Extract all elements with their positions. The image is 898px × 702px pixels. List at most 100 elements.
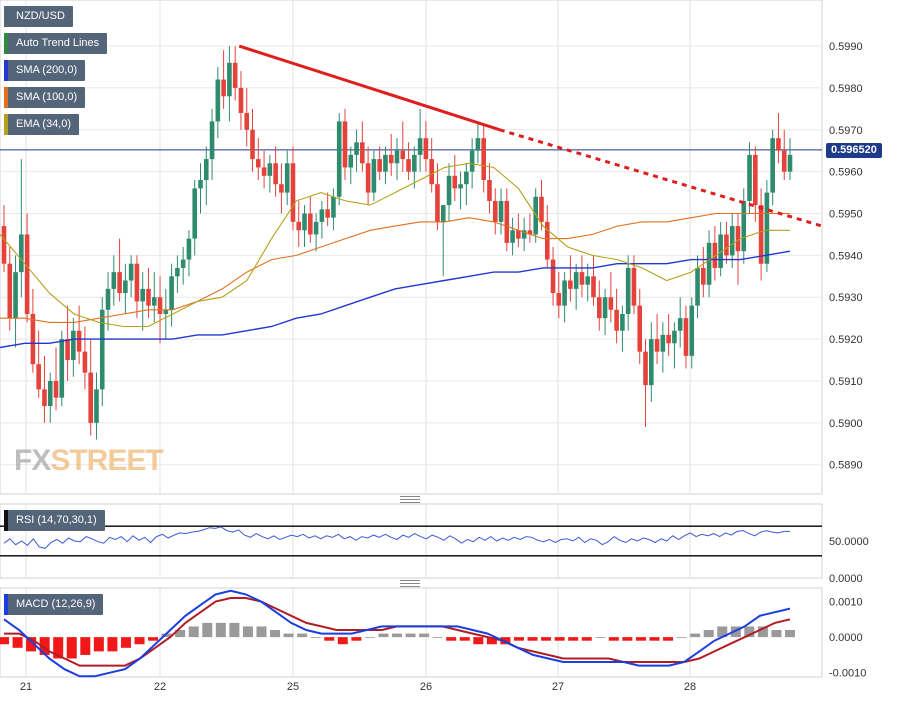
candle [747, 142, 752, 214]
legend-sma100-swatch [4, 87, 8, 108]
candle-body [660, 334, 666, 352]
candle [19, 159, 24, 298]
watermark-street: STREET [50, 444, 163, 477]
candle-body [296, 221, 302, 231]
candle-body [579, 272, 585, 285]
candle [47, 372, 53, 423]
legend-symbol[interactable]: NZD/USD [4, 6, 73, 27]
candle-body [348, 154, 354, 168]
legend-macd-label: MACD (12,26,9) [16, 598, 96, 610]
candle [660, 322, 666, 373]
macd-histogram-bar [39, 637, 50, 655]
macd-histogram-bar [608, 637, 619, 641]
panel-frame-1 [0, 503, 823, 579]
macd-histogram-bar [337, 637, 348, 645]
candle [360, 121, 365, 172]
legend-sma200[interactable]: SMA (200,0) [4, 60, 86, 81]
candle-body [163, 309, 169, 314]
candle [452, 154, 458, 201]
macd-histogram-bar [0, 637, 9, 645]
legend-ema34[interactable]: EMA (34,0) [4, 114, 80, 135]
candle [435, 163, 440, 231]
candle-body [701, 267, 706, 285]
candle-body [729, 226, 735, 256]
macd-histogram-bar [635, 637, 646, 641]
candle-body [602, 297, 608, 319]
candle-body [24, 234, 30, 314]
legend-rsi-label: RSI (14,70,30,1) [16, 514, 97, 526]
candle-body [689, 305, 695, 356]
x-tick-label: 28 [684, 681, 696, 693]
macd-histogram-bar [486, 637, 497, 645]
sma100-line [0, 212, 790, 323]
candle [573, 263, 579, 310]
macd-histogram-bar [161, 633, 172, 638]
candle [388, 133, 394, 176]
candle-body [255, 159, 261, 168]
candle-body [770, 138, 775, 193]
candle-body [498, 200, 504, 222]
price-tick-label: 0.5970 [829, 125, 863, 137]
panel-grip-1 [400, 583, 420, 584]
candle [787, 138, 793, 181]
candle [53, 347, 59, 411]
x-tick-label: 21 [20, 681, 32, 693]
candle-body [134, 263, 140, 302]
macd-histogram-bar [717, 626, 728, 638]
price-tick-label: 0.5950 [829, 209, 863, 221]
macd-histogram-bar [690, 633, 701, 638]
candle [568, 255, 573, 302]
macd-histogram-bar [242, 626, 253, 638]
legend-sma100[interactable]: SMA (100,0) [4, 87, 86, 108]
macd-histogram-bar [297, 633, 308, 638]
candle [614, 288, 619, 344]
rsi-line [3, 526, 790, 549]
candle-body [319, 209, 325, 222]
candle [429, 138, 434, 193]
candle-body [429, 159, 434, 185]
candle-body [1, 226, 7, 264]
legend-symbol-swatch [4, 6, 8, 27]
macd-histogram-bar [120, 637, 131, 648]
macd-histogram-bar [12, 637, 23, 648]
candle-body [510, 230, 515, 243]
candle-body [516, 230, 521, 239]
legend-ema34-swatch [4, 114, 8, 135]
legend-ema34-label: EMA (34,0) [16, 118, 72, 130]
macd-histogram-bar [622, 637, 633, 641]
candle-body [227, 62, 232, 97]
candle-body [643, 351, 648, 386]
legend-rsi[interactable]: RSI (14,70,30,1) [4, 510, 105, 531]
candle [290, 146, 296, 231]
candle-body [59, 339, 65, 398]
macd-histogram-bar [446, 637, 457, 641]
candle [7, 247, 13, 331]
candle-body [573, 272, 579, 289]
candle-body [608, 297, 614, 310]
candle [498, 188, 504, 235]
candle-body [585, 276, 591, 285]
candle-body [273, 163, 278, 185]
candle-body [76, 330, 82, 352]
candle-body [371, 159, 377, 193]
candle [128, 255, 134, 298]
candle-body [400, 150, 406, 160]
candle [406, 142, 411, 181]
candle-body [175, 267, 180, 277]
price-tick-label: 0.5990 [829, 41, 863, 53]
candle-body [654, 339, 660, 352]
legend-macd[interactable]: MACD (12,26,9) [4, 594, 104, 615]
macd-histogram-bar [53, 637, 64, 659]
candle-body [677, 318, 683, 331]
macd-histogram-bar [554, 637, 565, 641]
macd-histogram-bar [581, 637, 592, 641]
candle [88, 339, 93, 436]
candle-body [151, 297, 157, 306]
candle-body [631, 267, 637, 306]
legend-trend-swatch [4, 33, 8, 54]
macd-histogram-bar [744, 626, 755, 638]
candle [13, 255, 18, 348]
macd-histogram-bar [351, 637, 362, 641]
legend-trend[interactable]: Auto Trend Lines [4, 33, 108, 54]
